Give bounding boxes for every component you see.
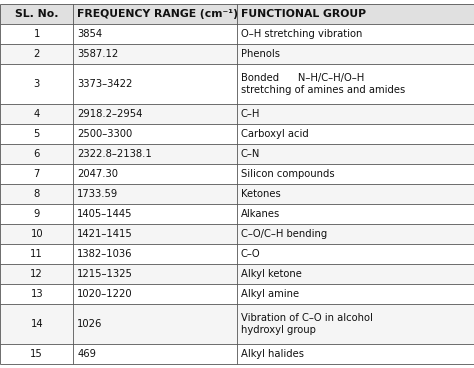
- Text: 1405–1445: 1405–1445: [77, 209, 133, 219]
- Text: 2322.8–2138.1: 2322.8–2138.1: [77, 149, 152, 159]
- Text: 1421–1415: 1421–1415: [77, 229, 133, 239]
- Text: Phenols: Phenols: [241, 49, 280, 59]
- Text: 2500–3300: 2500–3300: [77, 129, 133, 139]
- Text: 1: 1: [34, 29, 40, 39]
- Text: 14: 14: [30, 319, 43, 329]
- Text: Vibration of C–O in alcohol
hydroxyl group: Vibration of C–O in alcohol hydroxyl gro…: [241, 314, 373, 335]
- Bar: [0, 284, 474, 304]
- Text: C–O/C–H bending: C–O/C–H bending: [241, 229, 327, 239]
- Bar: [0, 144, 474, 164]
- Text: 3587.12: 3587.12: [77, 49, 118, 59]
- Text: 1733.59: 1733.59: [77, 189, 118, 199]
- Text: 8: 8: [34, 189, 40, 199]
- Bar: [0, 264, 474, 284]
- Bar: [0, 304, 474, 344]
- Text: 1382–1036: 1382–1036: [77, 249, 133, 259]
- Bar: [0, 104, 474, 124]
- Text: 11: 11: [30, 249, 43, 259]
- Text: Alkanes: Alkanes: [241, 209, 280, 219]
- Text: 12: 12: [30, 269, 43, 279]
- Bar: [0, 224, 474, 244]
- Text: 3373–3422: 3373–3422: [77, 79, 133, 89]
- Text: 2047.30: 2047.30: [77, 169, 118, 179]
- Text: Silicon compounds: Silicon compounds: [241, 169, 335, 179]
- Text: 7: 7: [34, 169, 40, 179]
- Text: C–O: C–O: [241, 249, 260, 259]
- Text: 1020–1220: 1020–1220: [77, 289, 133, 299]
- Text: 469: 469: [77, 349, 96, 359]
- Text: C–H: C–H: [241, 109, 260, 119]
- Text: FUNCTIONAL GROUP: FUNCTIONAL GROUP: [241, 9, 366, 19]
- Text: 9: 9: [34, 209, 40, 219]
- Text: 3854: 3854: [77, 29, 102, 39]
- Text: 1215–1325: 1215–1325: [77, 269, 133, 279]
- Text: 15: 15: [30, 349, 43, 359]
- Text: 1026: 1026: [77, 319, 103, 329]
- Text: 5: 5: [34, 129, 40, 139]
- Text: 3: 3: [34, 79, 40, 89]
- Bar: [0, 184, 474, 204]
- Bar: [0, 164, 474, 184]
- Text: 2918.2–2954: 2918.2–2954: [77, 109, 143, 119]
- Text: 2: 2: [34, 49, 40, 59]
- Text: Alkyl ketone: Alkyl ketone: [241, 269, 301, 279]
- Text: FREQUENCY RANGE (cm⁻¹): FREQUENCY RANGE (cm⁻¹): [77, 9, 238, 19]
- Text: Ketones: Ketones: [241, 189, 281, 199]
- Text: Alkyl amine: Alkyl amine: [241, 289, 299, 299]
- Bar: [0, 244, 474, 264]
- Bar: [0, 124, 474, 144]
- Bar: [0, 204, 474, 224]
- Text: Alkyl halides: Alkyl halides: [241, 349, 304, 359]
- Bar: [0, 64, 474, 104]
- Text: SL. No.: SL. No.: [15, 9, 58, 19]
- Text: 10: 10: [30, 229, 43, 239]
- Text: 6: 6: [34, 149, 40, 159]
- Bar: [0, 4, 474, 24]
- Bar: [0, 44, 474, 64]
- Text: Carboxyl acid: Carboxyl acid: [241, 129, 309, 139]
- Text: 4: 4: [34, 109, 40, 119]
- Text: Bonded      N–H/C–H/O–H
stretching of amines and amides: Bonded N–H/C–H/O–H stretching of amines …: [241, 73, 405, 95]
- Text: O–H stretching vibration: O–H stretching vibration: [241, 29, 362, 39]
- Text: 13: 13: [30, 289, 43, 299]
- Text: C–N: C–N: [241, 149, 260, 159]
- Bar: [0, 24, 474, 44]
- Bar: [0, 344, 474, 364]
